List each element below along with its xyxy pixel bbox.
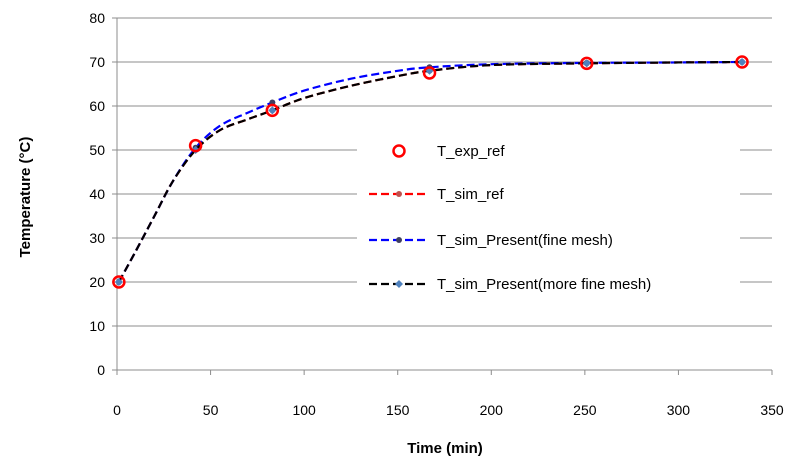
legend-label: T_sim_Present(fine mesh) — [437, 232, 613, 249]
series-point-3 — [582, 59, 591, 68]
legend-label: T_sim_ref — [437, 186, 505, 203]
y-tick-label: 20 — [89, 274, 105, 290]
y-tick-labels: 0 10 20 30 40 50 60 70 80 — [89, 10, 105, 378]
exp-marker — [579, 56, 594, 71]
legend-marker — [396, 237, 402, 243]
series-layer — [112, 55, 749, 289]
y-tick-label: 30 — [89, 230, 105, 246]
y-tick-label: 10 — [89, 318, 105, 334]
x-tick-label: 50 — [203, 402, 219, 418]
y-tick-label: 50 — [89, 142, 105, 158]
y-tick-label: 0 — [97, 362, 105, 378]
x-tick-label: 250 — [573, 402, 597, 418]
legend-swatch — [392, 144, 406, 158]
exp-marker — [735, 55, 749, 69]
legend: T_exp_ref T_sim_ref T_sim_Present(fine mes… — [357, 128, 740, 305]
y-tick-label: 80 — [89, 10, 105, 26]
x-tick-label: 150 — [386, 402, 410, 418]
x-tick-labels: 0 50 100 150 200 250 300 350 — [113, 402, 784, 418]
x-tick-label: 350 — [760, 402, 784, 418]
series-point-3 — [114, 278, 123, 286]
legend-marker — [396, 191, 402, 197]
series-line-3 — [117, 60, 743, 283]
x-tick-label: 100 — [292, 402, 316, 418]
x-tick-label: 300 — [667, 402, 691, 418]
axes — [112, 17, 773, 375]
series-point-3 — [738, 58, 747, 66]
x-tick-label: 200 — [480, 402, 504, 418]
series-point-3 — [268, 106, 277, 115]
legend-box — [357, 128, 740, 305]
y-tick-label: 60 — [89, 98, 105, 114]
legend-label: T_exp_ref — [437, 143, 505, 160]
exp-marker — [422, 66, 437, 80]
y-tick-label: 40 — [89, 186, 105, 202]
y-axis-label: Temperature (°C) — [17, 137, 34, 258]
exp-marker — [188, 138, 203, 153]
legend-marker — [395, 280, 403, 288]
x-axis-label: Time (min) — [407, 440, 483, 457]
y-tick-label: 70 — [89, 54, 105, 70]
exp-marker — [265, 103, 280, 118]
exp-marker — [112, 275, 126, 289]
x-tick-label: 0 — [113, 402, 121, 418]
legend-label: T_sim_Present(more fine mesh) — [437, 276, 651, 293]
